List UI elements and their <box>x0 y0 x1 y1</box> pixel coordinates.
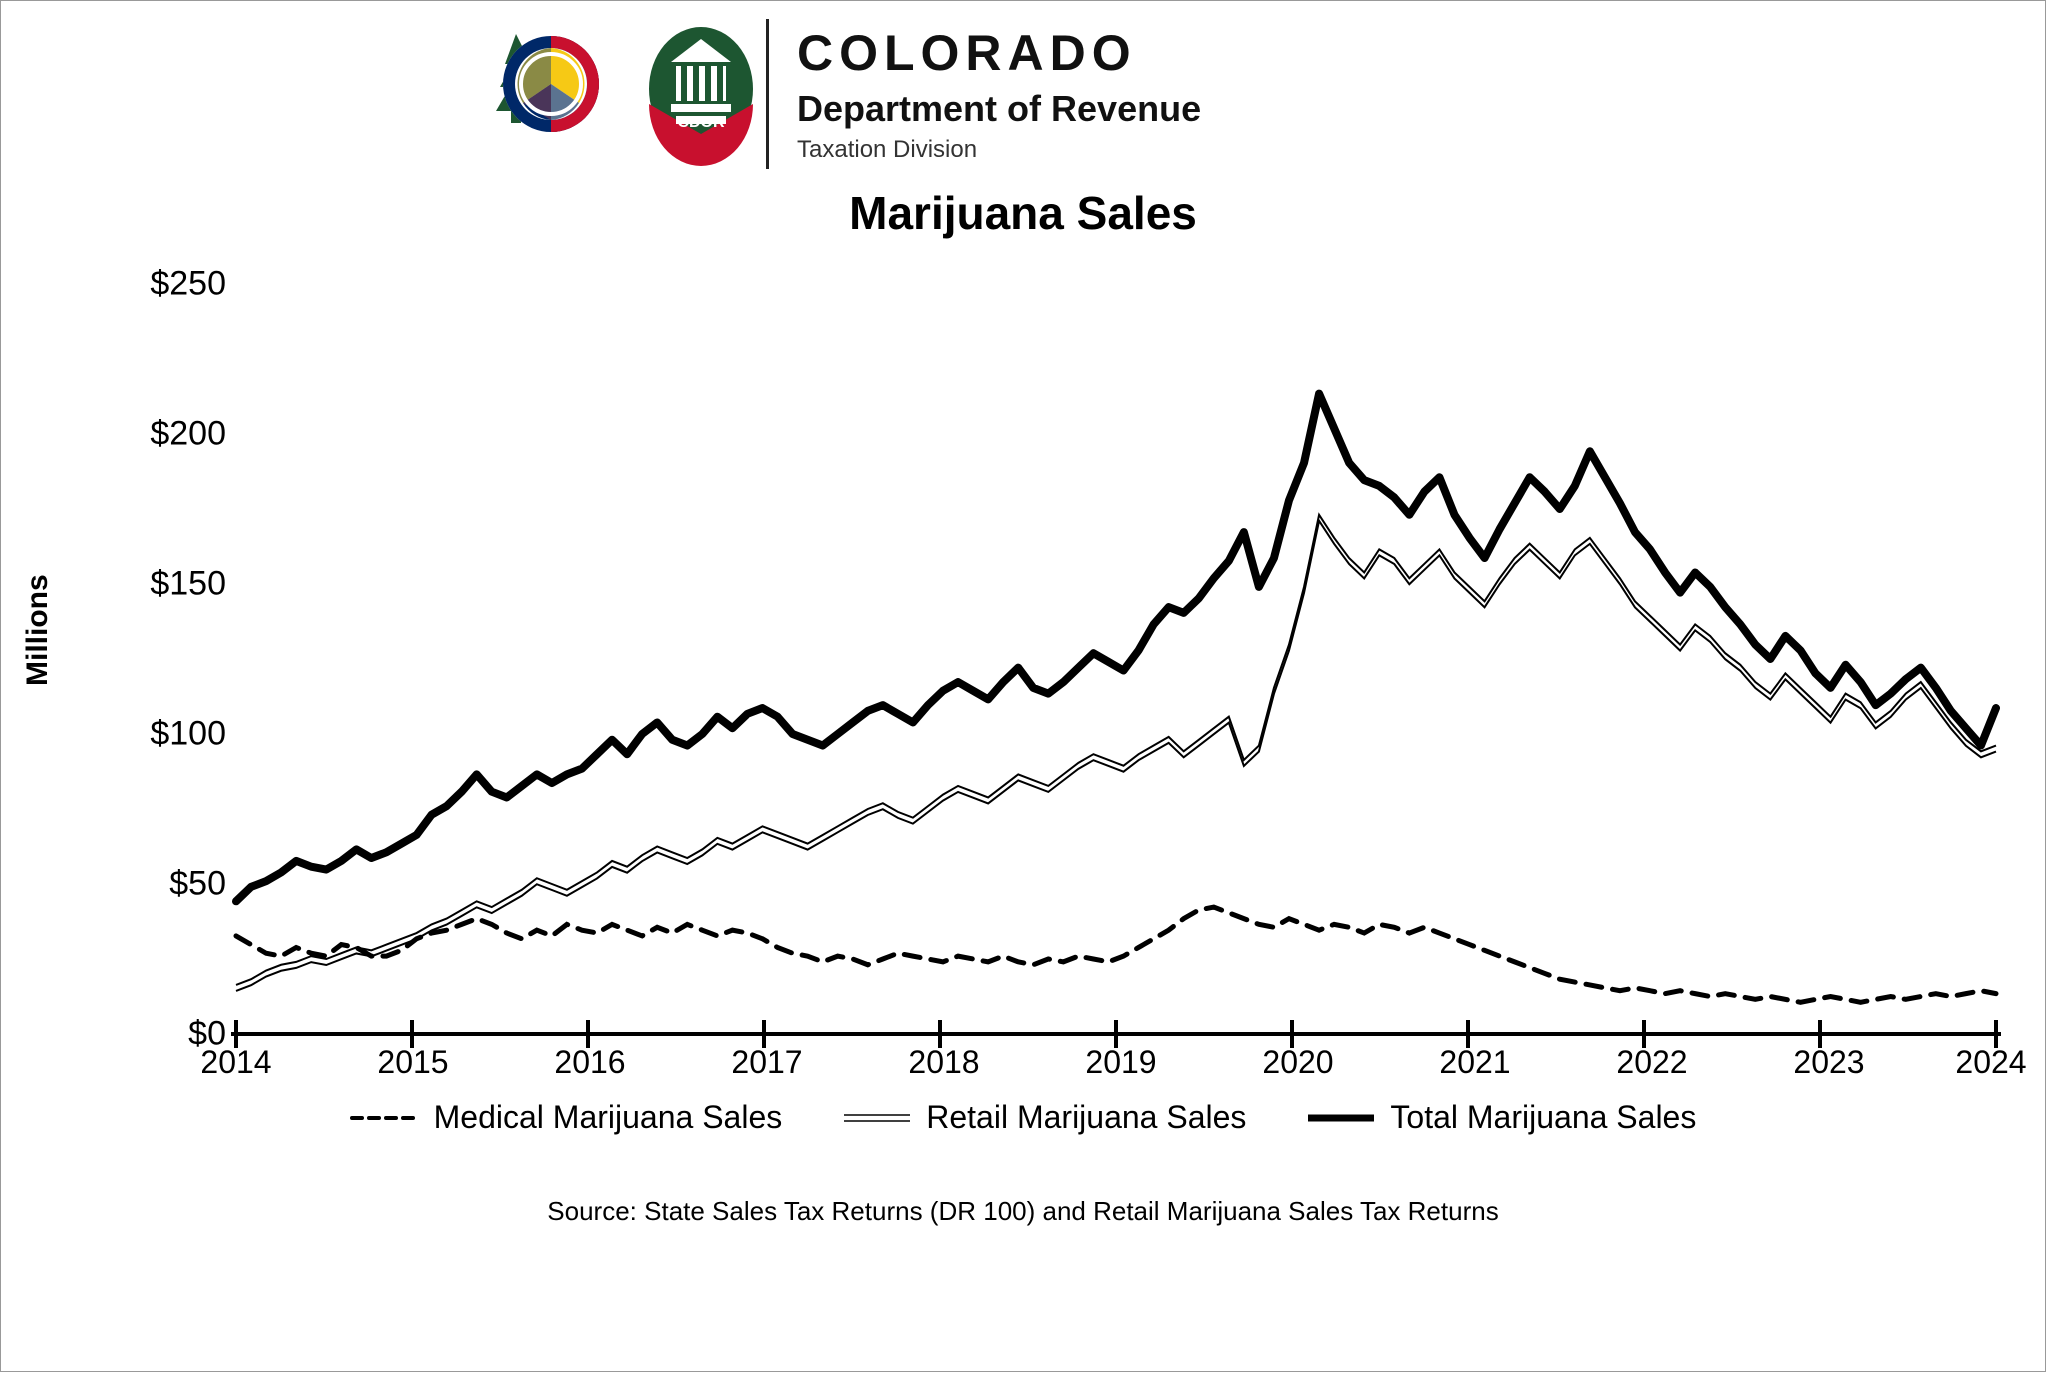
svg-text:CDOR: CDOR <box>677 114 725 131</box>
series-line-total-marijuana-sales <box>236 394 1996 902</box>
header-banner: CDOR COLORADO Department of Revenue Taxa… <box>456 11 1606 176</box>
x-tick-2018: 2018 <box>889 1044 999 1081</box>
cdor-seal-icon: CDOR <box>649 27 753 166</box>
legend-item-total[interactable]: Total Marijuana Sales <box>1306 1099 1696 1136</box>
x-tick-2016: 2016 <box>535 1044 645 1081</box>
colorado-logo: CDOR <box>456 19 756 169</box>
header-text-block: COLORADO Department of Revenue Taxation … <box>797 24 1201 164</box>
colorado-title: COLORADO <box>797 24 1201 82</box>
x-tick-2020: 2020 <box>1243 1044 1353 1081</box>
medical-line-swatch <box>350 1108 420 1128</box>
series-line-retail-marijuana-sales <box>236 515 1996 985</box>
x-tick-2019: 2019 <box>1066 1044 1176 1081</box>
source-caption: Source: State Sales Tax Returns (DR 100)… <box>1 1196 2045 1227</box>
legend-item-retail[interactable]: Retail Marijuana Sales <box>842 1099 1246 1136</box>
chart-svg <box>1 256 2046 1056</box>
dept-name-label: Department of Revenue <box>797 88 1201 130</box>
x-tick-2015: 2015 <box>358 1044 468 1081</box>
x-tick-2017: 2017 <box>712 1044 822 1081</box>
legend-label-retail: Retail Marijuana Sales <box>926 1099 1246 1136</box>
x-tick-2024: 2024 <box>1936 1044 2046 1081</box>
series-line-medical-marijuana-sales <box>236 907 1996 1002</box>
total-line-swatch <box>1306 1108 1376 1128</box>
legend-label-total: Total Marijuana Sales <box>1390 1099 1696 1136</box>
legend-item-medical[interactable]: Medical Marijuana Sales <box>350 1099 783 1136</box>
series-line-retail-offset <box>236 521 1996 991</box>
x-tick-2023: 2023 <box>1774 1044 1884 1081</box>
division-label: Taxation Division <box>797 136 1201 164</box>
x-tick-2014: 2014 <box>181 1044 291 1081</box>
header-divider <box>766 19 769 169</box>
x-tick-2021: 2021 <box>1420 1044 1530 1081</box>
x-tick-2022: 2022 <box>1597 1044 1707 1081</box>
retail-line-swatch <box>842 1108 912 1128</box>
chart-plot-area: Millions $250 $200 $150 $100 $50 $0 2014… <box>1 256 2046 1056</box>
colorado-c-icon <box>503 36 599 132</box>
chart-title: Marijuana Sales <box>1 186 2045 240</box>
chart-legend: Medical Marijuana Sales Retail Marijuana… <box>1 1099 2045 1136</box>
screenshot-frame: CDOR COLORADO Department of Revenue Taxa… <box>0 0 2046 1372</box>
legend-label-medical: Medical Marijuana Sales <box>434 1099 783 1136</box>
